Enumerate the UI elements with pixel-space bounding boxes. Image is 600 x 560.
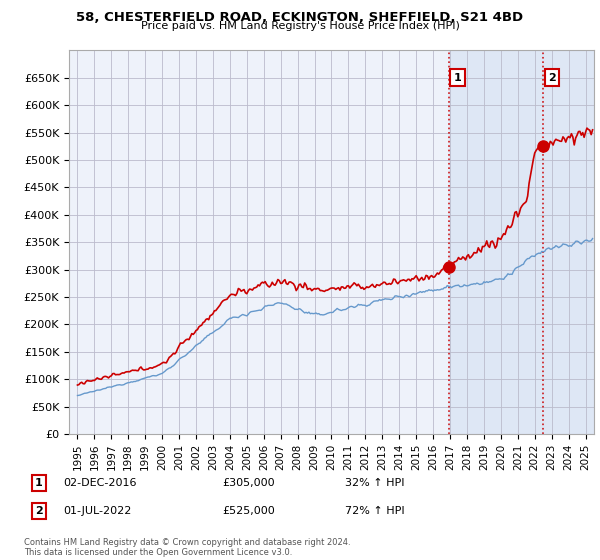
Text: 72% ↑ HPI: 72% ↑ HPI	[345, 506, 404, 516]
Text: £525,000: £525,000	[222, 506, 275, 516]
Text: 32% ↑ HPI: 32% ↑ HPI	[345, 478, 404, 488]
Text: 1: 1	[35, 478, 43, 488]
Text: 02-DEC-2016: 02-DEC-2016	[63, 478, 137, 488]
Text: 1: 1	[454, 73, 461, 82]
Text: Price paid vs. HM Land Registry's House Price Index (HPI): Price paid vs. HM Land Registry's House …	[140, 21, 460, 31]
Bar	[449, 50, 543, 434]
Text: Contains HM Land Registry data © Crown copyright and database right 2024.
This d: Contains HM Land Registry data © Crown c…	[24, 538, 350, 557]
Bar	[543, 50, 594, 434]
Text: 01-JUL-2022: 01-JUL-2022	[63, 506, 131, 516]
Text: 58, CHESTERFIELD ROAD, ECKINGTON, SHEFFIELD, S21 4BD: 58, CHESTERFIELD ROAD, ECKINGTON, SHEFFI…	[76, 11, 524, 24]
Text: £305,000: £305,000	[222, 478, 275, 488]
Text: 2: 2	[35, 506, 43, 516]
Text: 2: 2	[548, 73, 556, 82]
